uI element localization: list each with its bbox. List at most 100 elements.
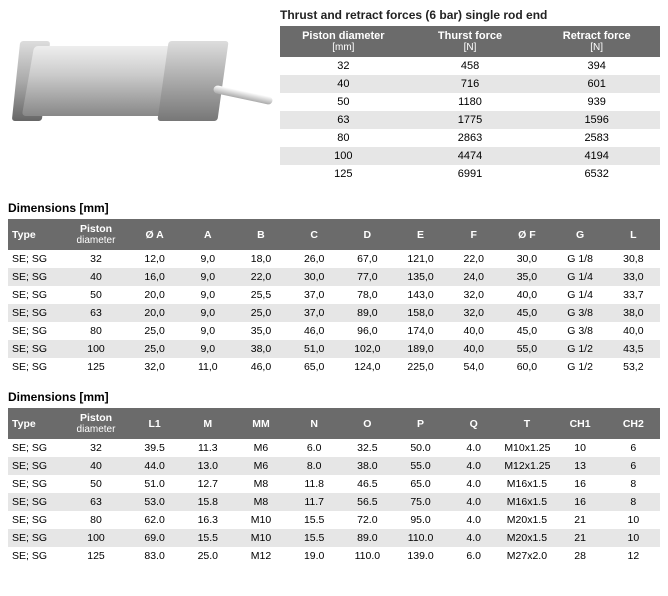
dim-cell: 18,0 <box>234 250 287 268</box>
forces-cell: 6532 <box>533 165 660 183</box>
dim-cell: 110.0 <box>394 529 447 547</box>
dim-cell: 15.5 <box>181 529 234 547</box>
dim-cell: 24,0 <box>447 268 500 286</box>
dim-cell: 60,0 <box>500 358 553 376</box>
forces-cell: 80 <box>280 129 407 147</box>
dim1-table: TypePistondiameterØ AABCDEFØ FGL SE; SG3… <box>8 219 660 376</box>
dim-row: SE; SG4016,09,022,030,077,0135,024,035,0… <box>8 268 660 286</box>
dim-cell: 16,0 <box>128 268 181 286</box>
dim-cell: 65,0 <box>288 358 341 376</box>
dim-cell: 51,0 <box>288 340 341 358</box>
forces-cell: 1596 <box>533 111 660 129</box>
dim-cell: 12,0 <box>128 250 181 268</box>
dim-cell: M12 <box>234 547 287 565</box>
forces-body: 3245839440716601501180939631775159680286… <box>280 57 660 183</box>
dim-row: SE; SG3239.511.3M66.032.550.04.0M10x1.25… <box>8 439 660 457</box>
dim-header-cell: Pistondiameter <box>64 219 128 250</box>
dim-cell: 6.0 <box>447 547 500 565</box>
dim-cell: 4.0 <box>447 529 500 547</box>
dim-header-cell: L1 <box>128 408 181 439</box>
dim-header-cell: N <box>288 408 341 439</box>
dim-cell: 53,2 <box>607 358 660 376</box>
dim-cell: 8 <box>607 493 660 511</box>
dim-cell: 12 <box>607 547 660 565</box>
dim-cell: 124,0 <box>341 358 394 376</box>
dim-cell: 78,0 <box>341 286 394 304</box>
dim-cell: 30,0 <box>500 250 553 268</box>
dim-header-cell: T <box>500 408 553 439</box>
dim-cell: 174,0 <box>394 322 447 340</box>
dim-cell: 16 <box>554 475 607 493</box>
dim-row: SE; SG5020,09,025,537,078,0143,032,040,0… <box>8 286 660 304</box>
dim-row: SE; SG10069.015.5M1015.589.0110.04.0M20x… <box>8 529 660 547</box>
dim-cell: 10 <box>607 511 660 529</box>
dim-cell: 54,0 <box>447 358 500 376</box>
dim-cell: G 1/8 <box>554 250 607 268</box>
dim-cell: 83.0 <box>128 547 181 565</box>
dim-cell: 51.0 <box>128 475 181 493</box>
dim-cell: 20,0 <box>128 304 181 322</box>
dim-cell: 40,0 <box>447 322 500 340</box>
dim-cell: 4.0 <box>447 439 500 457</box>
dim-cell: 21 <box>554 511 607 529</box>
product-image <box>8 6 268 176</box>
dim-cell: 9,0 <box>181 250 234 268</box>
dim-cell: 38.0 <box>341 457 394 475</box>
dim-cell: M20x1.5 <box>500 511 553 529</box>
dim-row: SE; SG8062.016.3M1015.572.095.04.0M20x1.… <box>8 511 660 529</box>
dim-cell: 10 <box>554 439 607 457</box>
forces-cell: 2583 <box>533 129 660 147</box>
dim-cell: M8 <box>234 493 287 511</box>
dim-cell: 4.0 <box>447 511 500 529</box>
dim-row: SE; SG12532,011,046,065,0124,0225,054,06… <box>8 358 660 376</box>
dim-header-cell: C <box>288 219 341 250</box>
dim-header-cell: L <box>607 219 660 250</box>
dim-cell: 44.0 <box>128 457 181 475</box>
dim-cell: SE; SG <box>8 340 64 358</box>
dim-cell: 40 <box>64 457 128 475</box>
dim-cell: M8 <box>234 475 287 493</box>
dim-cell: 25.0 <box>181 547 234 565</box>
dim-header-cell: D <box>341 219 394 250</box>
dim-cell: 46,0 <box>234 358 287 376</box>
dim-cell: 143,0 <box>394 286 447 304</box>
dim-cell: 33,0 <box>607 268 660 286</box>
dim-cell: SE; SG <box>8 250 64 268</box>
dim-cell: 135,0 <box>394 268 447 286</box>
dim-cell: 45,0 <box>500 322 553 340</box>
dim-cell: 139.0 <box>394 547 447 565</box>
dim-cell: G 3/8 <box>554 304 607 322</box>
dim-cell: 38,0 <box>234 340 287 358</box>
dim-header-cell: CH1 <box>554 408 607 439</box>
dim-row: SE; SG12583.025.0M1219.0110.0139.06.0M27… <box>8 547 660 565</box>
forces-cell: 4474 <box>407 147 534 165</box>
dim-cell: 32,0 <box>447 304 500 322</box>
dim-cell: SE; SG <box>8 529 64 547</box>
dim2-body: SE; SG3239.511.3M66.032.550.04.0M10x1.25… <box>8 439 660 565</box>
forces-cell: 100 <box>280 147 407 165</box>
forces-row: 32458394 <box>280 57 660 75</box>
dim-cell: M16x1.5 <box>500 493 553 511</box>
dim-cell: 22,0 <box>447 250 500 268</box>
forces-cell: 601 <box>533 75 660 93</box>
dim-header-cell: Ø A <box>128 219 181 250</box>
dim-header-cell: Q <box>447 408 500 439</box>
forces-row: 8028632583 <box>280 129 660 147</box>
dim-cell: 100 <box>64 340 128 358</box>
forces-cell: 50 <box>280 93 407 111</box>
cylinder-end-cap <box>157 41 228 121</box>
dim-cell: 32,0 <box>447 286 500 304</box>
dim-cell: 125 <box>64 358 128 376</box>
dim-cell: 37,0 <box>288 304 341 322</box>
forces-header-piston: Piston diameter [mm] <box>280 26 407 57</box>
dim-row: SE; SG6353.015.8M811.756.575.04.0M16x1.5… <box>8 493 660 511</box>
dim-header-cell: CH2 <box>607 408 660 439</box>
dim-cell: 67,0 <box>341 250 394 268</box>
dim-header-cell: M <box>181 408 234 439</box>
dim-cell: 25,0 <box>234 304 287 322</box>
dim-cell: 8 <box>607 475 660 493</box>
dim-cell: SE; SG <box>8 475 64 493</box>
dim-cell: M27x2.0 <box>500 547 553 565</box>
dim-header-cell: E <box>394 219 447 250</box>
dim-cell: 100 <box>64 529 128 547</box>
